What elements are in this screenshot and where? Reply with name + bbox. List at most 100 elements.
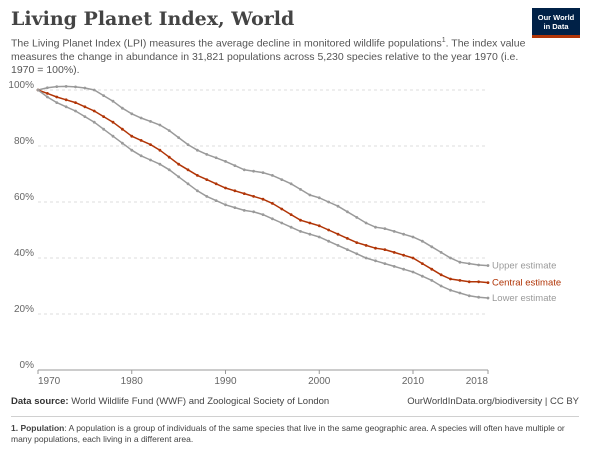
central-estimate-point (130, 134, 134, 138)
data-source: Data source: World Wildlife Fund (WWF) a… (11, 396, 329, 407)
upper-estimate-point (186, 143, 190, 146)
upper-estimate-point (92, 88, 96, 92)
owid-link[interactable]: OurWorldInData.org/biodiversity | CC BY (407, 396, 579, 407)
x-tick-label: 2018 (466, 376, 489, 386)
central-estimate-point (252, 195, 256, 198)
lower-estimate-point (111, 134, 115, 138)
central-estimate-point (411, 256, 415, 260)
lower-estimate-point (36, 88, 40, 92)
central-estimate-point (364, 244, 368, 247)
lower-estimate-point (345, 248, 349, 252)
x-tick-label: 1990 (214, 376, 237, 386)
lower-estimate-point (158, 162, 162, 166)
central-estimate-point (242, 192, 246, 195)
central-estimate-point (177, 162, 181, 166)
upper-estimate-point (327, 200, 331, 204)
line-chart: 0% 20% 40% 60% 80% 100% 1970 1980 1990 2000 2010 20… (8, 80, 561, 386)
lower-estimate-point (83, 115, 87, 118)
x-tick-label: 1970 (38, 376, 61, 386)
lower-estimate-point (130, 148, 134, 152)
central-estimate-point (327, 228, 331, 232)
chart-subtitle: The Living Planet Index (LPI) measures t… (11, 34, 531, 77)
lower-estimate-point (64, 105, 68, 109)
central-estimate-point (280, 207, 284, 211)
lower-estimate-point (449, 288, 452, 292)
central-estimate-point (439, 273, 443, 277)
upper-estimate-point (458, 260, 462, 264)
lower-estimate-point (242, 209, 246, 212)
lower-estimate-point (477, 295, 481, 299)
lower-estimate-point (195, 189, 199, 193)
central-estimate-point (420, 262, 424, 265)
footnote-label: 1. Population (11, 423, 65, 433)
central-estimate-point (458, 279, 462, 282)
upper-estimate-point (74, 85, 77, 89)
lower-estimate-point (139, 154, 143, 158)
upper-estimate-point (467, 262, 471, 265)
lower-estimate-point (439, 284, 443, 288)
owid-logo[interactable]: Our World in Data (532, 8, 580, 38)
upper-estimate-point (477, 263, 481, 267)
upper-estimate-point (111, 99, 115, 103)
y-tick-label: 80% (14, 136, 34, 147)
central-estimate-point (233, 189, 237, 193)
upper-estimate-point (214, 156, 218, 160)
central-estimate-point (186, 168, 190, 172)
central-estimate-point (167, 155, 171, 159)
upper-estimate-point (64, 84, 68, 88)
lower-estimate-point (420, 274, 424, 278)
y-tick-label: 100% (8, 80, 34, 91)
lower-estimate-point (383, 262, 387, 265)
central-estimate-point (477, 280, 481, 284)
lower-estimate-point (467, 294, 471, 298)
lower-estimate-point (327, 239, 331, 243)
lower-estimate-point (205, 195, 209, 198)
central-estimate-point (224, 186, 227, 190)
upper-estimate-point (280, 178, 284, 181)
logo-line2: in Data (543, 22, 569, 31)
central-estimate-point (158, 148, 162, 152)
x-tick-label: 2000 (308, 376, 331, 386)
central-estimate-point (486, 281, 490, 285)
upper-estimate-point (45, 86, 49, 90)
lower-estimate-point (45, 95, 49, 99)
central-estimate-point (92, 109, 96, 113)
lower-estimate-point (336, 244, 340, 247)
upper-estimate-point (355, 216, 359, 219)
upper-estimate-label: Upper estimate (492, 261, 556, 272)
central-estimate-point (55, 95, 59, 99)
central-estimate-point (336, 232, 340, 236)
lower-estimate-point (92, 120, 96, 124)
upper-estimate-line (37, 85, 489, 267)
central-estimate-point (74, 101, 77, 104)
footnote-ref[interactable]: 1 (441, 37, 446, 44)
lower-estimate-point (186, 182, 190, 186)
upper-estimate-point (430, 245, 434, 249)
lower-estimate-point (270, 217, 274, 221)
central-estimate-point (345, 237, 349, 240)
upper-estimate-point (139, 116, 143, 120)
lower-estimate-point (149, 158, 152, 162)
upper-estimate-point (83, 86, 87, 90)
upper-estimate-point (167, 129, 171, 132)
upper-estimate-point (486, 264, 490, 267)
upper-estimate-point (158, 123, 162, 127)
upper-estimate-point (308, 193, 312, 197)
lower-estimate-line (37, 89, 489, 299)
upper-estimate-point (411, 235, 415, 239)
central-estimate-point (111, 120, 115, 124)
central-estimate-point (289, 213, 293, 217)
central-estimate-point (205, 178, 209, 181)
source-text: World Wildlife Fund (WWF) and Zoological… (68, 396, 330, 407)
central-estimate-point (467, 280, 471, 284)
lower-estimate-point (224, 203, 227, 207)
lower-estimate-point (55, 101, 59, 104)
central-estimate-point (83, 105, 87, 109)
lower-estimate-point (411, 270, 415, 274)
upper-estimate-point (383, 227, 387, 231)
central-estimate-point (308, 221, 312, 225)
lower-estimate-point (280, 221, 284, 225)
upper-estimate-point (261, 171, 265, 174)
upper-estimate-point (195, 148, 199, 152)
upper-estimate-point (345, 210, 349, 214)
